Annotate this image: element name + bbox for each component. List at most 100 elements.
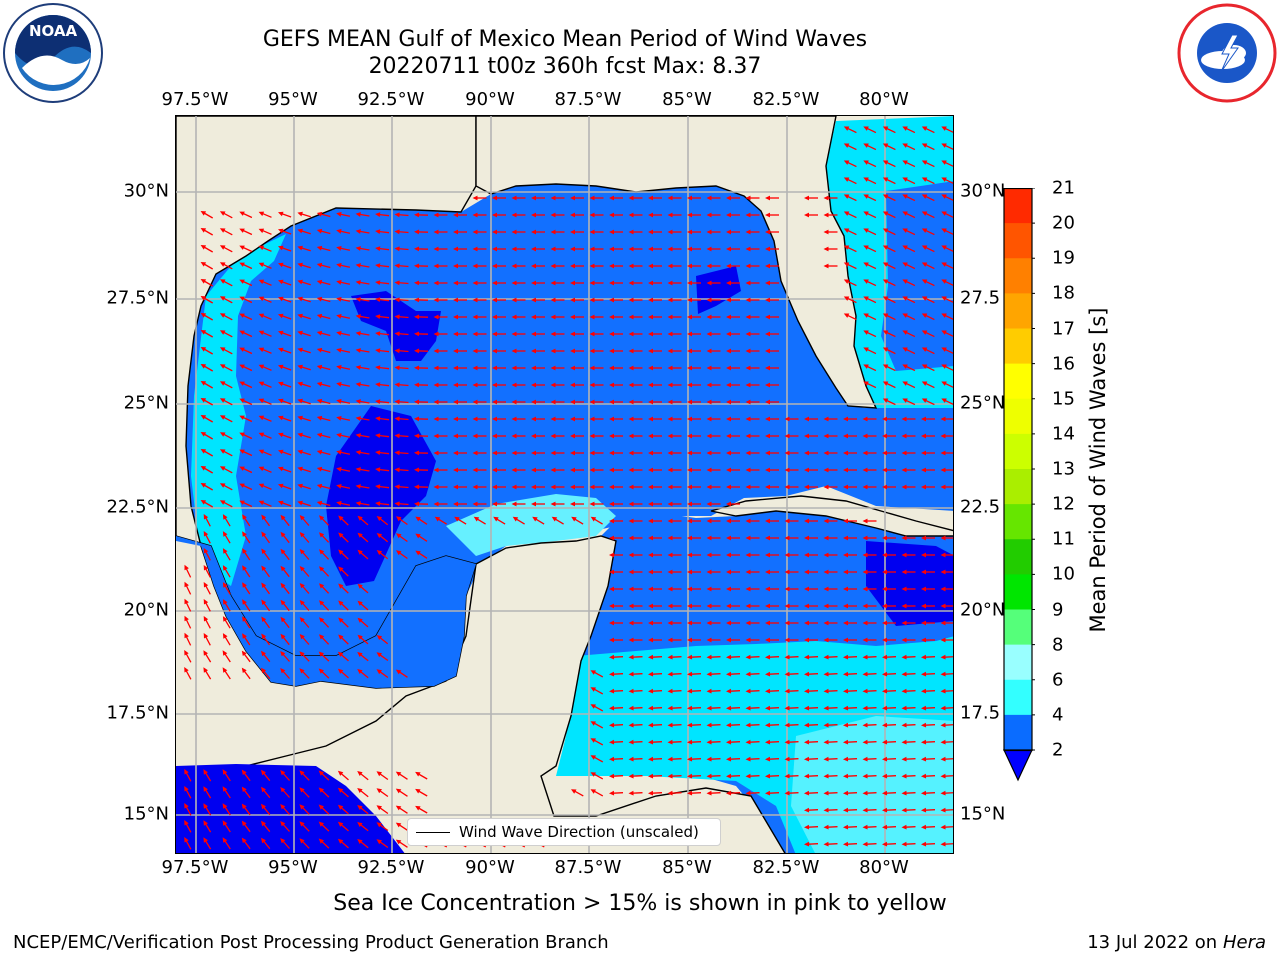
lon-label-top: 90°W <box>465 89 515 110</box>
wind-wave-arrowhead <box>706 348 712 354</box>
wind-wave-arrowhead <box>745 739 751 745</box>
wind-wave-arrowhead <box>862 450 868 456</box>
wind-wave-arrowhead <box>357 839 363 844</box>
wind-wave-arrowhead <box>862 433 868 439</box>
wind-wave-arrowhead <box>628 212 634 218</box>
wind-wave-arrowhead <box>628 365 634 371</box>
lon-label-bottom: 95°W <box>268 857 318 878</box>
wind-wave-arrowhead <box>843 535 848 541</box>
wind-wave-arrowhead <box>804 484 809 490</box>
wind-wave-arrowhead <box>590 704 596 709</box>
wind-wave-arrowhead <box>394 467 400 473</box>
wind-wave-arrowhead <box>376 788 382 794</box>
wind-wave-arrowhead <box>297 347 303 353</box>
wind-wave-arrowhead <box>394 399 400 405</box>
wind-wave-arrowhead <box>726 297 731 303</box>
wind-wave-arrowhead <box>433 365 439 371</box>
wind-wave-arrowhead <box>921 739 927 745</box>
wind-wave-arrowhead <box>318 668 324 674</box>
wind-wave-arrowhead <box>278 347 284 353</box>
wind-wave-arrowhead <box>687 569 692 575</box>
colorbar-segment <box>1004 398 1032 435</box>
wind-wave-arrowhead <box>823 433 829 439</box>
wind-wave-arrowhead <box>687 671 693 677</box>
wind-wave-arrowhead <box>609 688 615 694</box>
colorbar-tick-label: 21 <box>1052 177 1075 199</box>
caribbean-light <box>791 716 953 853</box>
lon-label-top: 82.5°W <box>752 89 820 110</box>
wind-wave-arrowhead <box>882 245 889 250</box>
wind-wave-arrowhead <box>531 297 536 303</box>
wind-wave-arrowhead <box>765 280 770 286</box>
wind-wave-arrowhead <box>765 467 770 473</box>
wind-wave-arrowhead <box>804 705 810 711</box>
wind-wave-arrowhead <box>590 772 596 777</box>
wind-wave-arrowhead <box>316 211 323 217</box>
colorbar <box>1003 187 1036 788</box>
wind-wave-arrowhead <box>453 212 458 218</box>
wind-wave-arrowhead <box>765 603 770 609</box>
wind-wave-arrowhead <box>297 228 303 234</box>
lat-label-right: 15°N <box>960 803 1006 825</box>
wind-wave-arrowhead <box>550 314 556 320</box>
wind-wave-arrowhead <box>357 771 363 776</box>
wind-wave-arrowhead <box>278 398 284 404</box>
wind-wave-arrowhead <box>784 603 790 609</box>
wind-wave-arrowhead <box>453 314 458 320</box>
wind-wave-arrowhead <box>862 535 868 541</box>
wind-wave-arrowhead <box>589 212 595 218</box>
wind-wave-arrowhead <box>667 467 673 473</box>
chart-subtitle: 20220711 t00z 360h fcst Max: 8.37 <box>368 54 762 79</box>
wind-wave-arrowhead <box>472 246 478 252</box>
wind-wave-arrowhead <box>589 484 595 490</box>
wind-wave-arrowhead <box>609 297 614 303</box>
wind-wave-arrowhead <box>648 212 653 218</box>
wind-wave-arrowhead <box>589 297 595 303</box>
wind-wave-arrowhead <box>336 365 342 370</box>
caption: Sea Ice Concentration > 15% is shown in … <box>0 891 1280 916</box>
wind-wave-arrowhead <box>941 126 947 131</box>
wind-wave-arrowhead <box>706 552 712 558</box>
wind-wave-arrowhead <box>648 263 653 269</box>
wind-wave-arrowhead <box>628 399 634 405</box>
wind-wave-arrowhead <box>258 262 265 268</box>
wind-wave-arrowhead <box>278 228 284 234</box>
wind-wave-arrowhead <box>299 600 305 606</box>
wind-wave-arrowhead <box>628 671 634 677</box>
wind-wave-arrowhead <box>453 246 458 252</box>
noaa-logo: NOAA <box>2 2 104 104</box>
wind-wave-arrowhead <box>453 348 458 354</box>
colorbar-label: Mean Period of Wind Waves [s] <box>1086 307 1110 633</box>
wind-wave-arrowhead <box>726 484 731 490</box>
wind-wave-arrowhead <box>280 514 286 521</box>
wind-wave-arrowhead <box>415 550 421 556</box>
wind-wave-arrowhead <box>687 484 692 490</box>
wind-wave-arrowhead <box>667 756 673 762</box>
wind-wave-arrowhead <box>219 398 226 403</box>
wind-wave-arrowhead <box>472 263 478 269</box>
wind-wave-arrowhead <box>804 773 810 779</box>
wind-wave-arrowhead <box>745 314 751 320</box>
wind-wave-arrowhead <box>921 398 928 403</box>
wind-wave-arrowhead <box>863 245 869 250</box>
wind-wave-arrowhead <box>765 654 771 660</box>
wind-wave-arrowhead <box>453 501 458 507</box>
wind-wave-arrowhead <box>297 483 303 489</box>
wind-wave-arrowhead <box>318 838 324 844</box>
wind-wave-arrowhead <box>357 669 363 674</box>
wind-wave-arrowhead <box>376 533 383 538</box>
wind-wave-arrowhead <box>823 518 829 524</box>
wind-wave-arrowhead <box>570 348 575 354</box>
colorbar-tick-label: 10 <box>1052 563 1075 585</box>
wind-wave-arrowhead <box>394 314 400 320</box>
wind-wave-arrowhead <box>706 739 712 745</box>
wind-wave-arrowhead <box>375 263 381 268</box>
wind-wave-arrowhead <box>726 280 731 286</box>
wind-wave-arrowhead <box>222 582 228 588</box>
wind-wave-arrowhead <box>200 381 207 386</box>
wind-wave-arrowhead <box>337 838 344 844</box>
wind-wave-arrowhead <box>784 552 790 558</box>
wind-wave-arrowhead <box>394 433 400 439</box>
wind-wave-arrowhead <box>648 467 653 473</box>
wind-wave-arrowhead <box>609 654 615 660</box>
